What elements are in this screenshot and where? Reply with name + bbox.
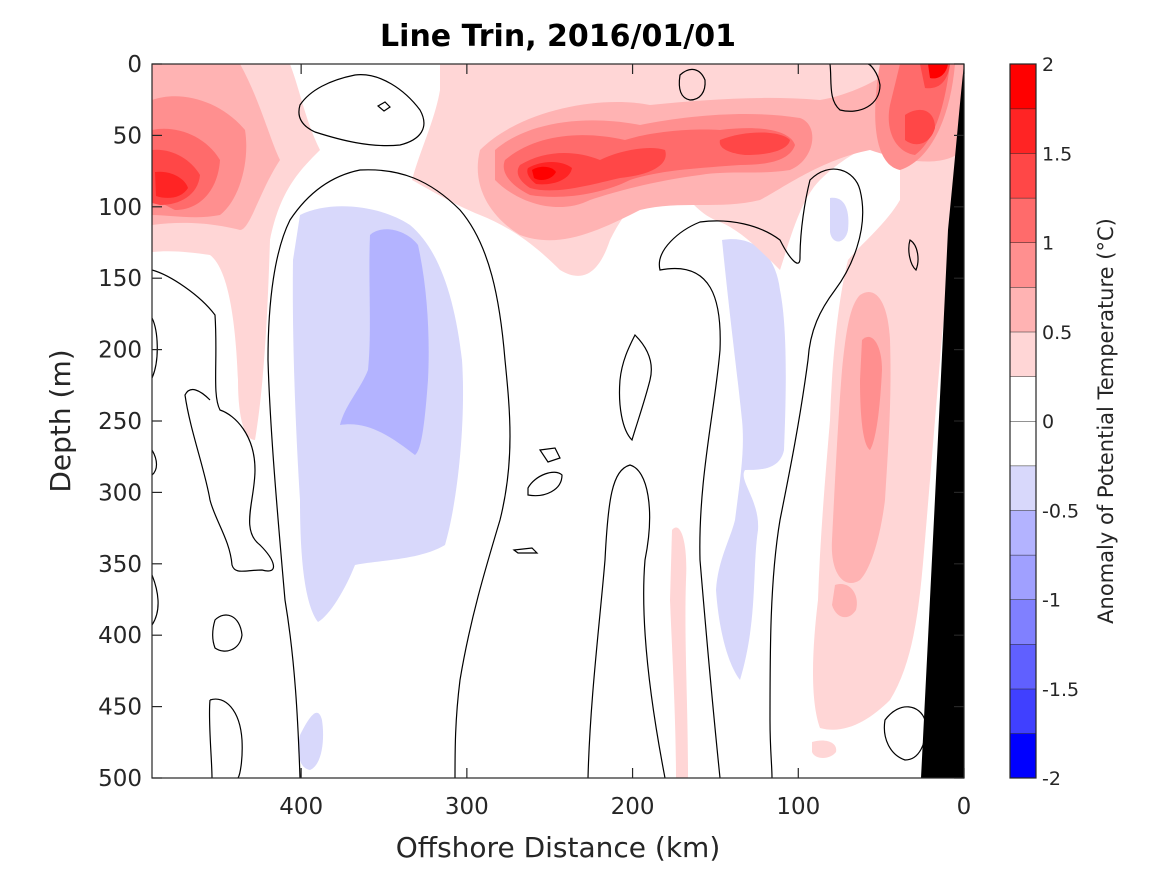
zero-contour-deep-near <box>883 706 927 761</box>
x-tick-label: 400 <box>279 794 323 820</box>
colorbar-tick-label: -0.5 <box>1042 500 1079 522</box>
colorbar-band <box>1010 554 1036 600</box>
zero-contour-surface-west <box>298 74 425 147</box>
zero-contour-surface-90km <box>829 64 881 112</box>
plot-area <box>152 64 964 778</box>
colorbar-band <box>1010 688 1036 734</box>
warm-region-column-170km <box>670 527 688 778</box>
colorbar-tick-label: -2 <box>1042 768 1061 790</box>
warm-region-deep-50km <box>812 740 837 758</box>
colorbar-band <box>1010 733 1036 778</box>
x-tick-label: 0 <box>957 794 972 820</box>
y-tick-label: 0 <box>127 52 142 78</box>
colorbar <box>1010 63 1036 778</box>
y-tick-label: 400 <box>98 623 142 649</box>
y-tick-label: 250 <box>98 409 142 435</box>
warm-level-0p75-deep <box>832 584 857 618</box>
colorbar-tick-label: -1 <box>1042 590 1061 612</box>
chart-title: Line Trin, 2016/01/01 <box>380 19 736 54</box>
y-tick-label: 300 <box>98 480 142 506</box>
zero-contour-tiny <box>376 101 391 112</box>
colorbar-box <box>1009 63 1037 779</box>
anomaly-fill <box>152 64 964 778</box>
colorbar-band <box>1010 465 1036 511</box>
colorbar-band <box>1010 287 1036 332</box>
colorbar-tick-label: 1.5 <box>1042 143 1072 165</box>
y-tick-label: 200 <box>98 338 142 364</box>
x-tick-label: 200 <box>611 794 655 820</box>
colorbar-tick-label: 0.5 <box>1042 322 1072 344</box>
y-tick-label: 100 <box>98 195 142 221</box>
y-tick-label: 150 <box>98 266 142 292</box>
colorbar-ticks: 2 1.5 1 0.5 0 -0.5 -1 -1.5 -2 <box>1042 54 1079 790</box>
zero-contours <box>152 64 927 778</box>
zero-contour-upper-west <box>152 269 274 572</box>
cool-region-deep-390km <box>298 712 324 770</box>
colorbar-band <box>1010 197 1036 243</box>
warm-level-1p5-nearshore <box>905 109 935 145</box>
warm-level-1p75 <box>155 171 188 198</box>
colorbar-band <box>1010 331 1036 377</box>
colorbar-label: Anomaly of Potential Temperature (°C) <box>1094 218 1118 624</box>
zero-contour-220km-loop <box>618 333 652 442</box>
warm-level-2-center <box>532 166 556 180</box>
colorbar-band <box>1010 644 1036 689</box>
cool-region-350km-inner <box>340 229 429 455</box>
colorbar-tick-label: 0 <box>1042 411 1054 433</box>
y-axis-ticks: 0 50 100 150 200 250 300 350 400 450 500 <box>98 52 964 792</box>
warm-level-2-surface <box>928 64 948 79</box>
warm-level-1p5-120km <box>719 132 790 155</box>
x-axis-label: Offshore Distance (km) <box>396 831 721 864</box>
zero-contour-nearshore-loop <box>908 239 919 271</box>
colorbar-band <box>1010 242 1036 288</box>
colorbar-band <box>1010 153 1036 198</box>
colorbar-band <box>1010 421 1036 466</box>
zero-contour-west-edge <box>152 317 159 626</box>
colorbar-band <box>1010 599 1036 645</box>
zero-contour-center-right <box>587 464 666 778</box>
colorbar-tick-label: 2 <box>1042 54 1054 76</box>
colorbar-band <box>1010 376 1036 421</box>
y-axis-label: Depth (m) <box>44 349 77 492</box>
colorbar-tick-label: 1 <box>1042 233 1054 255</box>
zero-contour-big-loop <box>267 169 511 778</box>
bathymetry-mask <box>921 64 964 778</box>
zero-contour-deep-west2 <box>208 698 243 778</box>
colorbar-band <box>1010 108 1036 154</box>
zero-contour-280km-small <box>538 447 561 463</box>
colorbar-band <box>1010 64 1036 109</box>
x-tick-label: 100 <box>776 794 820 820</box>
zero-contour-surface-150km <box>678 68 706 101</box>
x-tick-label: 300 <box>445 794 489 820</box>
y-tick-label: 50 <box>113 123 142 149</box>
cool-region-100m-80km <box>830 197 849 242</box>
zero-contour-tiny2 <box>512 547 539 554</box>
zero-contour-deep-west <box>212 614 243 652</box>
cool-region-120km <box>716 239 786 681</box>
y-tick-label: 350 <box>98 552 142 578</box>
zero-contour-offshore-mid <box>658 168 864 778</box>
colorbar-tick-label: -1.5 <box>1042 679 1079 701</box>
y-tick-label: 450 <box>98 695 142 721</box>
warm-level-1-column <box>860 336 882 450</box>
y-tick-label: 500 <box>98 766 142 792</box>
colorbar-band <box>1010 510 1036 555</box>
zero-contour-275km-small <box>527 471 563 497</box>
x-axis-ticks: 400 300 200 100 0 <box>279 64 971 820</box>
